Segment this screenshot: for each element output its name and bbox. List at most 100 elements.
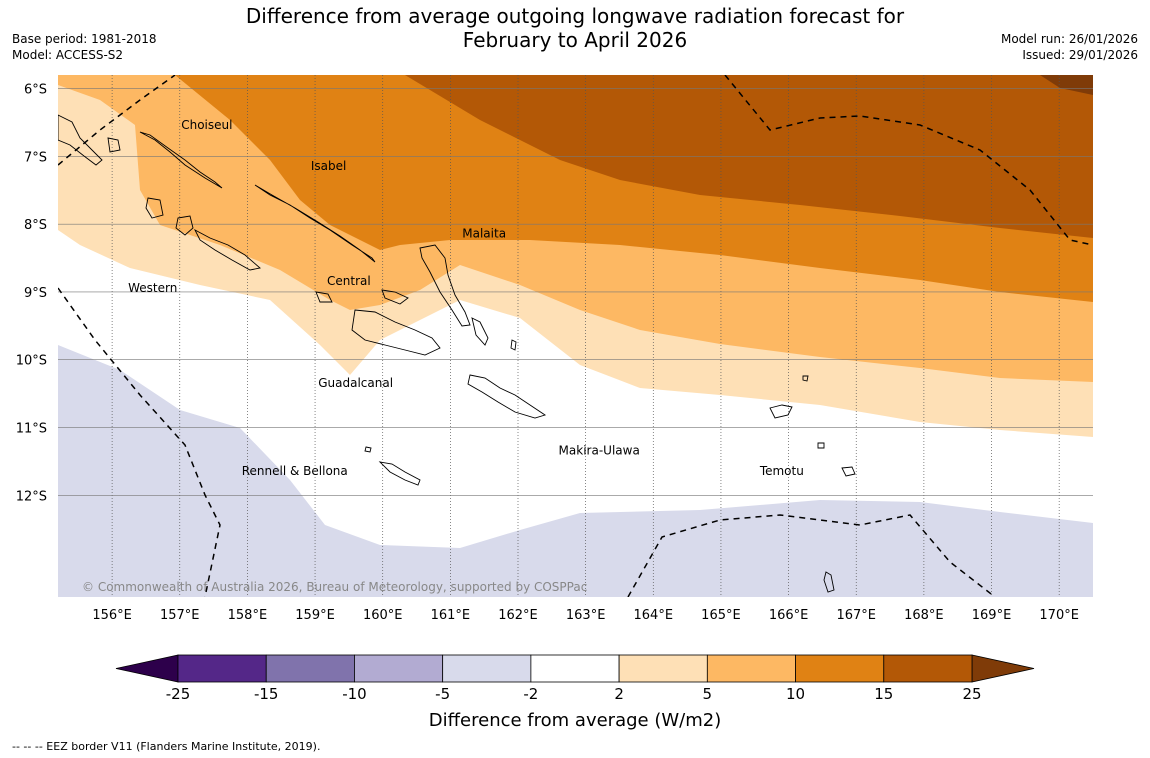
choiseul-island [139,131,223,189]
small-malaita-island [471,317,489,346]
province-label: Choiseul [181,118,232,132]
eez-northeast [724,75,1093,246]
lon-tick-label: 167°E [836,608,876,623]
model-name: Model: ACCESS-S2 [12,48,124,62]
eez-legend: -- -- -- EEZ border V11 (Flanders Marine… [12,740,321,753]
eez-northwest [58,75,176,166]
title-line-2: February to April 2026 [462,28,688,52]
issued-date: Issued: 29/01/2026 [1022,48,1138,62]
province-labels: Choiseul Isabel Malaita Central Western Guada… [128,118,804,478]
eez-border [58,75,1093,597]
colorbar-tick-labels: -25 -15 -10 -5 -2 2 5 10 15 25 [166,685,982,703]
anuta-island [823,571,835,593]
meta-right: Model run: 26/01/2026 Issued: 29/01/2026 [1001,31,1138,63]
province-label: Makira-Ulawa [559,444,640,458]
malaita-island [419,244,471,327]
province-label: Malaita [462,227,506,241]
colorbar-tick-label: 15 [874,685,893,703]
band-neg5 [58,345,1093,597]
colorbar-segment [618,654,708,683]
guadalcanal-island [351,309,441,356]
colorbar-tick-label: 2 [614,685,624,703]
colorbar-tick-label: -10 [342,685,367,703]
colorbar-tick-label: -15 [254,685,279,703]
lat-tick-labels: 6°S 7°S 8°S 9°S 10°S 11°S 12°S [16,83,47,505]
lat-tick-label: 10°S [16,354,47,369]
province-label: Isabel [311,159,346,173]
duff-islands [802,375,809,382]
lat-tick-label: 12°S [16,489,47,504]
province-label: Western [128,281,177,295]
tikopia-island [817,442,825,449]
kolombangara-island [175,215,194,236]
new-georgia-island [193,228,261,271]
bellona-island [364,446,372,453]
eez-south [627,514,996,597]
title-line-1: Difference from average outgoing longwav… [245,4,905,28]
bougainville-tip [58,114,103,166]
santa-isabel-island [254,184,376,263]
lon-tick-label: 162°E [498,608,538,623]
band-over-25 [1040,75,1093,95]
colorbar-under-triangle [115,654,179,683]
lat-tick-label: 7°S [24,150,47,165]
eez-west [58,287,221,597]
lon-tick-label: 158°E [228,608,268,623]
colorbar-segment [795,654,885,683]
colorbar [115,654,1035,683]
lat-tick-label: 8°S [24,218,47,233]
lat-tick-label: 6°S [24,83,47,98]
model-run: Model run: 26/01/2026 [1000,32,1138,46]
copyright-notice: © Commonwealth of Australia 2026, Bureau… [82,580,588,594]
lon-tick-label: 156°E [92,608,132,623]
lon-tick-label: 161°E [431,608,471,623]
colorbar-label: Difference from average (W/m2) [428,710,722,731]
rennell-island [378,461,421,486]
province-label: Guadalcanal [318,376,393,390]
shortland-island [107,137,121,153]
colorbar-tick-label: 25 [962,685,981,703]
lon-tick-label: 168°E [904,608,944,623]
lon-tick-label: 170°E [1039,608,1079,623]
colorbar-segment [530,654,620,683]
colorbar-over-triangle [971,654,1035,683]
coastlines [58,114,856,593]
colorbar-segment [177,654,267,683]
colorbar-segment [706,654,796,683]
lon-tick-label: 159°E [295,608,335,623]
russell-islands [315,291,333,303]
lat-tick-label: 9°S [24,286,47,301]
ulawa-island [510,339,517,351]
graticule [58,75,1093,597]
florida-islands [381,289,409,305]
meta-left: Base period: 1981-2018 Model: ACCESS-S2 [12,31,157,63]
province-label: Central [327,274,371,288]
province-label: Temotu [759,464,804,478]
colorbar-tick-label: 5 [703,685,713,703]
map-title: Difference from average outgoing longwav… [0,4,1150,52]
colorbar-segment [265,654,355,683]
makira-island [467,374,547,419]
vella-lavella-island [145,197,164,219]
colorbar-segment [354,654,444,683]
lon-tick-label: 163°E [566,608,606,623]
colorbar-tick-label: -5 [435,685,450,703]
lat-tick-label: 11°S [16,422,47,437]
colorbar-segment [883,654,973,683]
lon-tick-label: 164°E [634,608,674,623]
lon-tick-label: 169°E [972,608,1012,623]
lon-tick-label: 160°E [363,608,403,623]
province-label: Rennell & Bellona [242,464,348,478]
colorbar-tick-label: -2 [523,685,538,703]
colorbar-tick-label: 10 [786,685,805,703]
santa-cruz-island [769,404,793,419]
colorbar-segment [442,654,532,683]
base-period: Base period: 1981-2018 [12,32,157,46]
lon-tick-label: 157°E [160,608,200,623]
lon-tick-labels: 156°E 157°E 158°E 159°E 160°E 161°E 162°E 163°E… [92,608,1079,623]
lon-tick-label: 165°E [701,608,741,623]
colorbar-tick-label: -25 [166,685,191,703]
vanikoro-island [841,466,856,477]
lon-tick-label: 166°E [769,608,809,623]
